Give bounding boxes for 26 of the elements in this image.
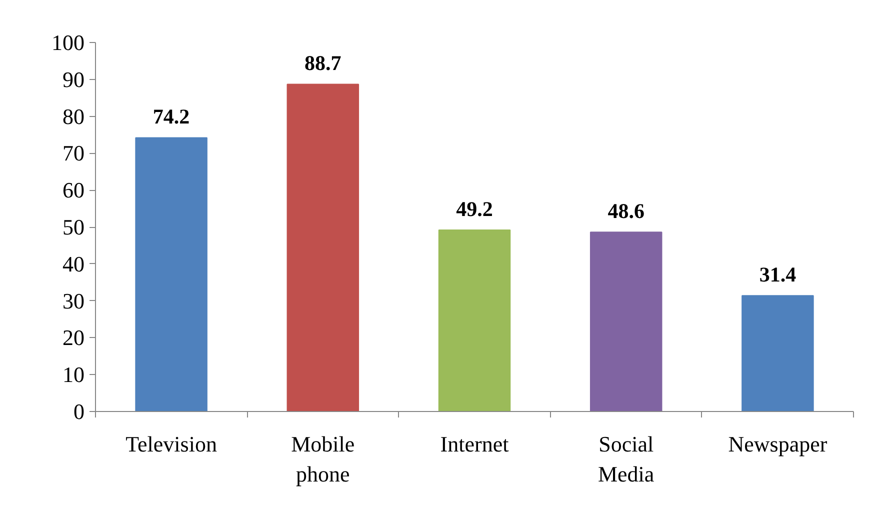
y-tick-label: 0	[74, 399, 84, 424]
y-tick-label: 80	[62, 104, 84, 129]
data-label: 49.2	[456, 196, 493, 221]
data-label: 74.2	[152, 104, 190, 129]
x-tick-label: Newspaper	[728, 432, 828, 456]
bar	[286, 84, 360, 412]
y-tick-label: 100	[52, 30, 84, 55]
y-tick-label: 50	[62, 214, 84, 240]
x-tick-label: Television	[126, 432, 217, 456]
bar	[438, 229, 511, 412]
data-label: 88.7	[304, 51, 342, 76]
y-tick-label: 90	[62, 66, 84, 92]
bar	[742, 295, 814, 412]
data-label: 48.6	[608, 199, 644, 224]
x-tick-label: Social Media	[598, 432, 654, 486]
y-tick-label: 60	[62, 178, 84, 203]
y-tick-label: 40	[62, 251, 84, 276]
y-tick-label: 10	[62, 362, 84, 388]
y-tick-label: 30	[62, 288, 84, 314]
data-label: 31.4	[759, 262, 797, 287]
y-tick-label: 20	[62, 325, 84, 350]
bar	[590, 232, 662, 412]
x-tick-label: Internet	[440, 432, 509, 456]
x-tick-label: Mobile phone	[291, 432, 355, 486]
y-tick-label: 70	[62, 140, 84, 166]
bar	[135, 137, 208, 412]
